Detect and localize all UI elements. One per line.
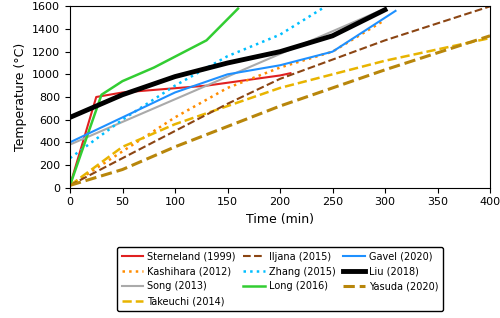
X-axis label: Time (min): Time (min): [246, 213, 314, 226]
Zhang (2015): [172, 84, 178, 87]
Gavel (2020): [172, 91, 178, 94]
Sterneland (1999): [204, 84, 210, 87]
Sterneland (1999): [120, 91, 126, 94]
Gavel (2020): [277, 63, 283, 67]
Kashihara (2012): [120, 149, 126, 153]
Takeuchi (2014): [487, 36, 493, 40]
Iljana (2015): [277, 77, 283, 81]
Long (2016): [98, 93, 104, 97]
Liu (2018): [224, 61, 230, 65]
Line: Sterneland (1999): Sterneland (1999): [70, 73, 290, 185]
Y-axis label: Temperature (°C): Temperature (°C): [14, 43, 26, 151]
Song (2013): [67, 143, 73, 147]
Long (2016): [120, 79, 126, 83]
Yasuda (2020): [487, 34, 493, 38]
Gavel (2020): [330, 50, 336, 53]
Line: Yasuda (2020): Yasuda (2020): [70, 36, 490, 185]
Takeuchi (2014): [172, 122, 178, 126]
Song (2013): [382, 7, 388, 10]
Sterneland (1999): [288, 71, 294, 75]
Line: Zhang (2015): Zhang (2015): [70, 9, 322, 158]
Long (2016): [235, 7, 241, 10]
Iljana (2015): [487, 4, 493, 8]
Liu (2018): [382, 8, 388, 12]
Yasuda (2020): [277, 104, 283, 108]
Line: Gavel (2020): Gavel (2020): [70, 11, 396, 142]
Takeuchi (2014): [67, 183, 73, 187]
Gavel (2020): [224, 73, 230, 76]
Liu (2018): [277, 50, 283, 53]
Iljana (2015): [67, 183, 73, 187]
Iljana (2015): [120, 156, 126, 160]
Sterneland (1999): [277, 73, 283, 77]
Liu (2018): [120, 93, 126, 97]
Long (2016): [204, 38, 210, 42]
Line: Kashihara (2012): Kashihara (2012): [70, 20, 385, 185]
Line: Song (2013): Song (2013): [70, 9, 385, 145]
Yasuda (2020): [120, 168, 126, 171]
Line: Iljana (2015): Iljana (2015): [70, 6, 490, 185]
Gavel (2020): [67, 141, 73, 144]
Liu (2018): [172, 75, 178, 79]
Kashihara (2012): [330, 50, 336, 53]
Sterneland (1999): [93, 95, 99, 99]
Liu (2018): [330, 34, 336, 38]
Long (2016): [151, 66, 157, 69]
Kashihara (2012): [67, 183, 73, 187]
Legend: Sterneland (1999), Kashihara (2012), Song (2013), Takeuchi (2014), Iljana (2015): Sterneland (1999), Kashihara (2012), Son…: [117, 247, 443, 311]
Iljana (2015): [172, 129, 178, 133]
Line: Takeuchi (2014): Takeuchi (2014): [70, 38, 490, 185]
Zhang (2015): [224, 54, 230, 58]
Yasuda (2020): [172, 145, 178, 149]
Line: Liu (2018): Liu (2018): [70, 10, 385, 117]
Zhang (2015): [67, 156, 73, 160]
Gavel (2020): [392, 9, 398, 13]
Kashihara (2012): [277, 66, 283, 69]
Iljana (2015): [382, 38, 388, 42]
Kashihara (2012): [172, 115, 178, 119]
Takeuchi (2014): [382, 59, 388, 63]
Yasuda (2020): [382, 68, 388, 72]
Line: Long (2016): Long (2016): [70, 9, 238, 185]
Zhang (2015): [277, 33, 283, 37]
Long (2016): [67, 183, 73, 187]
Takeuchi (2014): [120, 145, 126, 149]
Zhang (2015): [319, 7, 325, 10]
Zhang (2015): [120, 118, 126, 121]
Kashihara (2012): [382, 18, 388, 22]
Gavel (2020): [120, 115, 126, 119]
Iljana (2015): [224, 102, 230, 106]
Yasuda (2020): [67, 183, 73, 187]
Liu (2018): [67, 115, 73, 119]
Sterneland (1999): [67, 183, 73, 187]
Kashihara (2012): [224, 86, 230, 90]
Takeuchi (2014): [277, 86, 283, 90]
